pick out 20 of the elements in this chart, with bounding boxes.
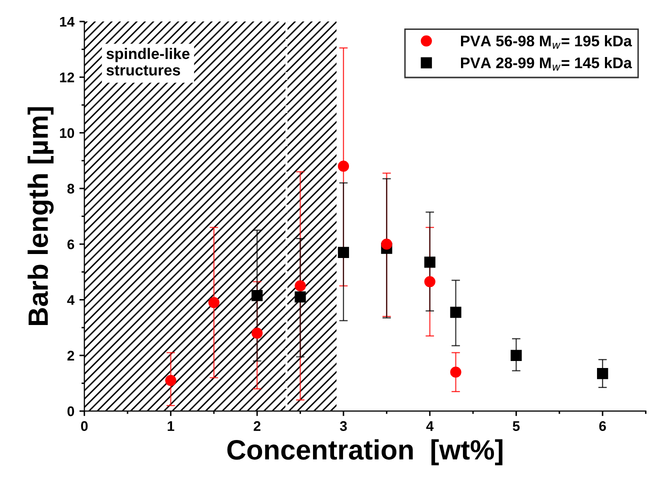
band-label: spindle-like structures: [106, 48, 190, 76]
y-tick-label: 10: [60, 128, 74, 138]
y-tick-label: 0: [67, 406, 74, 416]
x-tick-label: 5: [512, 421, 520, 432]
x-tick-label: 3: [340, 421, 347, 432]
x-tick-label: 6: [599, 421, 606, 432]
x-tick-label: 4: [426, 421, 434, 431]
y-tick-label: 6: [67, 239, 74, 250]
y-tick-label: 8: [67, 184, 74, 194]
x-axis-title: Concentration [wt%]: [227, 439, 502, 466]
y-tick-label: 4: [67, 295, 75, 305]
y-tick-label: 2: [67, 350, 74, 360]
x-tick-label: 2: [254, 421, 260, 431]
x-tick-label: 0: [81, 421, 88, 432]
legend-label: PVA 28-99 M$_{w}$= 145 kDa: [461, 57, 632, 71]
y-axis-title: Barb length [µm]: [28, 107, 54, 326]
y-tick-label: 12: [60, 72, 74, 82]
y-tick-label: 14: [60, 16, 75, 27]
x-tick-label: 1: [168, 421, 174, 431]
legend-label: PVA 56-98 M$_{w}$= 195 kDa: [461, 35, 632, 49]
